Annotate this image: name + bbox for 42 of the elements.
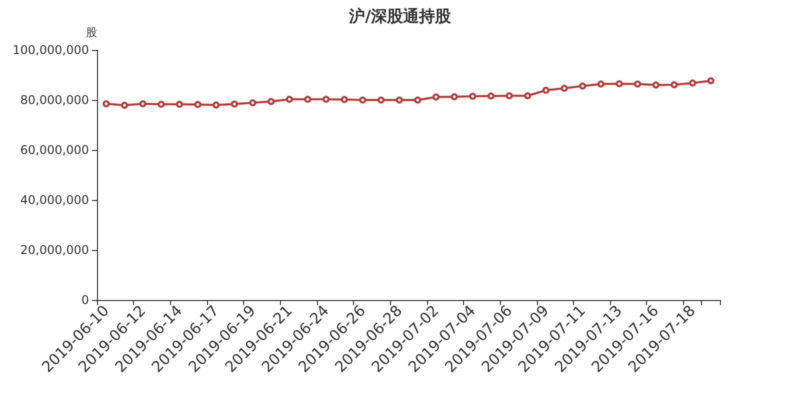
point	[176, 100, 183, 108]
point	[268, 98, 275, 105]
point	[304, 96, 312, 103]
point	[487, 92, 494, 100]
point	[249, 99, 256, 106]
y-tick-label: 60,000,000	[20, 143, 89, 157]
point	[670, 81, 678, 88]
point	[524, 92, 532, 100]
point	[707, 77, 714, 84]
y-tick-label: 80,000,000	[20, 93, 89, 107]
point	[286, 96, 293, 103]
y-tick-label: 40,000,000	[20, 193, 89, 207]
point	[689, 80, 696, 86]
point	[359, 96, 366, 104]
y-axis-title: 股	[86, 26, 97, 39]
point	[120, 102, 128, 109]
point	[506, 92, 513, 100]
point	[469, 92, 476, 100]
point	[158, 100, 165, 108]
point	[542, 86, 550, 94]
point	[230, 100, 238, 108]
point	[414, 96, 422, 104]
point	[340, 96, 348, 103]
chart-title: 沪/深股通持股	[348, 6, 452, 26]
point	[634, 80, 642, 88]
point	[322, 96, 330, 103]
point	[652, 82, 660, 88]
y-tick-label: 0	[81, 293, 89, 307]
point	[212, 102, 220, 108]
point	[616, 80, 623, 88]
point	[378, 96, 385, 104]
point	[432, 94, 440, 100]
point	[139, 100, 146, 108]
point	[396, 96, 403, 104]
y-tick-label: 100,000,000	[12, 43, 89, 57]
point	[194, 101, 202, 108]
point	[102, 100, 110, 108]
point	[560, 84, 568, 92]
point	[597, 80, 604, 88]
point	[450, 93, 458, 100]
point	[579, 82, 586, 90]
y-tick-label: 20,000,000	[20, 243, 89, 257]
